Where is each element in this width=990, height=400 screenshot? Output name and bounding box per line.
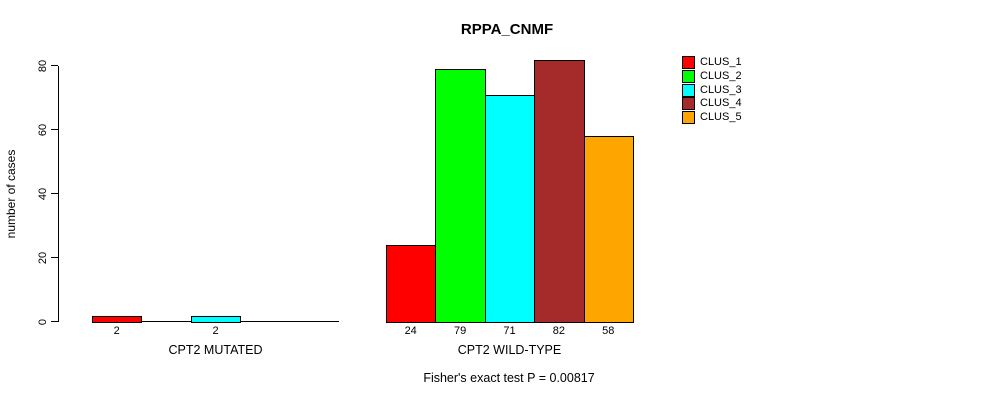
legend-item-clus_2: CLUS_2 <box>682 69 752 84</box>
bar-clus_4-wildtype <box>534 59 585 323</box>
bar-clus_2-wildtype <box>435 69 486 323</box>
legend-item-clus_4: CLUS_4 <box>682 97 752 111</box>
group-label-wildtype: CPT2 WILD-TYPE <box>457 343 562 357</box>
legend-item-clus_3: CLUS_3 <box>682 83 752 98</box>
y-axis-tick-label: 40 <box>37 187 49 201</box>
y-axis-tick <box>51 129 58 130</box>
legend-label: CLUS_5 <box>700 111 742 124</box>
bar-value-label: 79 <box>453 325 467 337</box>
y-axis-tick-label: 0 <box>37 318 49 326</box>
bar-clus_3-mutated <box>190 315 242 323</box>
bar-value-label: 2 <box>113 325 120 337</box>
group-label-mutated: CPT2 MUTATED <box>168 343 263 357</box>
bar-value-label: 58 <box>602 325 615 337</box>
y-axis-tick <box>51 65 58 66</box>
legend-label: CLUS_2 <box>700 69 742 82</box>
bar-value-label: 82 <box>552 325 566 337</box>
bar-clus_3-wildtype <box>484 94 536 323</box>
legend-swatch-icon <box>682 56 695 69</box>
legend-swatch-icon <box>682 111 695 125</box>
legend-label: CLUS_4 <box>700 97 742 110</box>
y-axis-tick-label: 80 <box>37 59 49 73</box>
legend-item-clus_5: CLUS_5 <box>682 111 752 125</box>
bar-clus_1-mutated <box>92 315 143 323</box>
legend-label: CLUS_1 <box>700 56 742 68</box>
y-axis-tick <box>51 193 58 194</box>
fisher-test-annotation: Fisher's exact test P = 0.00817 <box>423 371 595 385</box>
y-axis-tick-label: 60 <box>37 123 49 137</box>
bar-value-label: 2 <box>212 325 219 337</box>
legend-item-clus_1: CLUS_1 <box>682 56 752 70</box>
legend-swatch-icon <box>682 83 695 97</box>
legend-swatch-icon <box>682 69 695 83</box>
bar-clus_1-wildtype <box>386 245 437 323</box>
bar-value-label: 24 <box>404 325 417 337</box>
legend-label: CLUS_3 <box>700 83 742 96</box>
y-axis-line <box>58 66 59 322</box>
bar-clus_5-wildtype <box>583 136 634 323</box>
y-axis-tick <box>51 321 58 322</box>
legend-swatch-icon <box>682 97 695 111</box>
bar-value-label: 71 <box>503 325 516 337</box>
y-axis-tick <box>51 257 58 258</box>
y-axis-tick-label: 20 <box>37 251 49 265</box>
chart-title: RPPA_CNMF <box>460 21 554 38</box>
